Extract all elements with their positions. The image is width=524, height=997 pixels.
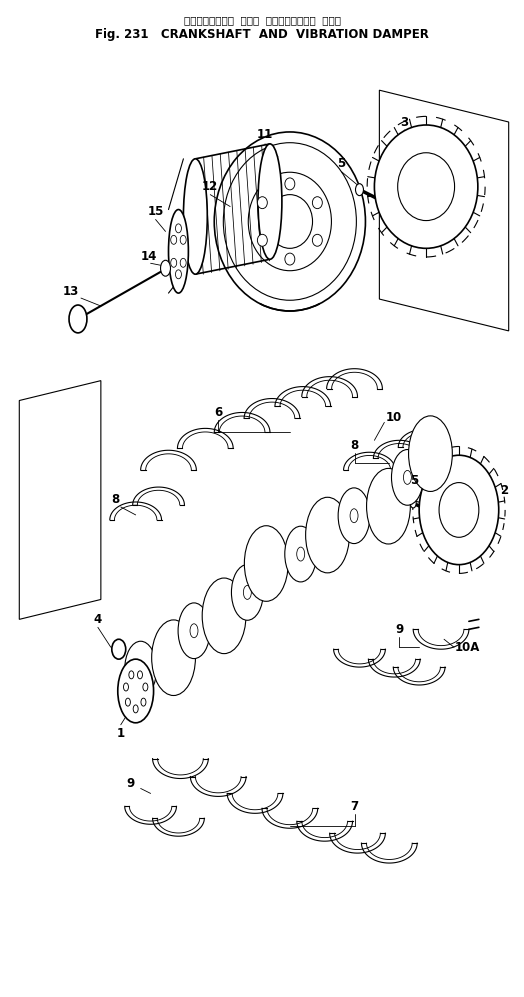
Text: 8: 8 bbox=[351, 439, 358, 452]
Ellipse shape bbox=[375, 125, 478, 248]
Text: 6: 6 bbox=[214, 406, 222, 419]
Ellipse shape bbox=[171, 235, 177, 244]
Text: 12: 12 bbox=[202, 180, 219, 193]
Ellipse shape bbox=[151, 620, 195, 696]
Ellipse shape bbox=[183, 159, 208, 274]
Ellipse shape bbox=[338, 488, 370, 543]
Ellipse shape bbox=[312, 196, 322, 208]
Ellipse shape bbox=[312, 234, 322, 246]
Text: クランクシャフト  および  バイブレーション  ダンパ: クランクシャフト および バイブレーション ダンパ bbox=[183, 16, 341, 26]
Text: 11: 11 bbox=[257, 129, 273, 142]
Text: 10: 10 bbox=[386, 411, 402, 424]
Ellipse shape bbox=[178, 603, 210, 659]
Ellipse shape bbox=[69, 305, 87, 333]
Ellipse shape bbox=[267, 194, 312, 248]
Text: 13: 13 bbox=[63, 284, 79, 298]
Text: 15: 15 bbox=[147, 205, 164, 218]
Ellipse shape bbox=[133, 705, 138, 713]
Ellipse shape bbox=[409, 416, 452, 492]
Ellipse shape bbox=[355, 183, 364, 195]
Ellipse shape bbox=[367, 469, 410, 544]
Ellipse shape bbox=[439, 483, 479, 537]
Ellipse shape bbox=[124, 683, 128, 691]
Ellipse shape bbox=[180, 235, 186, 244]
Ellipse shape bbox=[410, 498, 416, 507]
Ellipse shape bbox=[391, 450, 423, 505]
Ellipse shape bbox=[176, 270, 181, 279]
Text: Fig. 231   CRANKSHAFT  AND  VIBRATION DAMPER: Fig. 231 CRANKSHAFT AND VIBRATION DAMPER bbox=[95, 28, 429, 41]
Ellipse shape bbox=[285, 526, 316, 582]
Polygon shape bbox=[379, 90, 509, 331]
Ellipse shape bbox=[180, 258, 186, 267]
Ellipse shape bbox=[118, 659, 154, 723]
Text: 5: 5 bbox=[410, 474, 418, 487]
Ellipse shape bbox=[143, 683, 148, 691]
Text: 1: 1 bbox=[117, 727, 125, 740]
Ellipse shape bbox=[285, 253, 295, 265]
Ellipse shape bbox=[257, 234, 267, 246]
Ellipse shape bbox=[285, 177, 295, 189]
Ellipse shape bbox=[244, 525, 288, 601]
Text: 5: 5 bbox=[337, 158, 346, 170]
Ellipse shape bbox=[305, 498, 350, 573]
Ellipse shape bbox=[403, 471, 411, 485]
Ellipse shape bbox=[248, 172, 331, 271]
Ellipse shape bbox=[419, 456, 499, 564]
Ellipse shape bbox=[176, 224, 181, 233]
Ellipse shape bbox=[160, 260, 170, 276]
Ellipse shape bbox=[190, 624, 198, 638]
Text: 2: 2 bbox=[500, 484, 508, 497]
Ellipse shape bbox=[137, 671, 143, 679]
Ellipse shape bbox=[232, 564, 263, 620]
Ellipse shape bbox=[171, 258, 177, 267]
Text: 3: 3 bbox=[400, 116, 408, 129]
Ellipse shape bbox=[141, 698, 146, 706]
Ellipse shape bbox=[257, 196, 267, 208]
Ellipse shape bbox=[258, 144, 282, 259]
Text: 4: 4 bbox=[94, 613, 102, 626]
Text: 7: 7 bbox=[351, 800, 358, 813]
Text: 9: 9 bbox=[127, 777, 135, 790]
Ellipse shape bbox=[243, 585, 252, 599]
Ellipse shape bbox=[223, 143, 356, 300]
Text: 10A: 10A bbox=[454, 641, 479, 654]
Text: 9: 9 bbox=[395, 623, 403, 636]
Ellipse shape bbox=[350, 508, 358, 522]
Polygon shape bbox=[19, 381, 101, 619]
Ellipse shape bbox=[398, 153, 455, 220]
Text: 14: 14 bbox=[140, 250, 157, 263]
Ellipse shape bbox=[169, 209, 189, 293]
Ellipse shape bbox=[214, 132, 365, 311]
Ellipse shape bbox=[112, 639, 126, 659]
Ellipse shape bbox=[137, 662, 145, 676]
Ellipse shape bbox=[125, 641, 157, 697]
Ellipse shape bbox=[202, 578, 246, 654]
Ellipse shape bbox=[125, 698, 130, 706]
Ellipse shape bbox=[297, 547, 304, 561]
Text: 8: 8 bbox=[112, 494, 120, 506]
Ellipse shape bbox=[129, 671, 134, 679]
